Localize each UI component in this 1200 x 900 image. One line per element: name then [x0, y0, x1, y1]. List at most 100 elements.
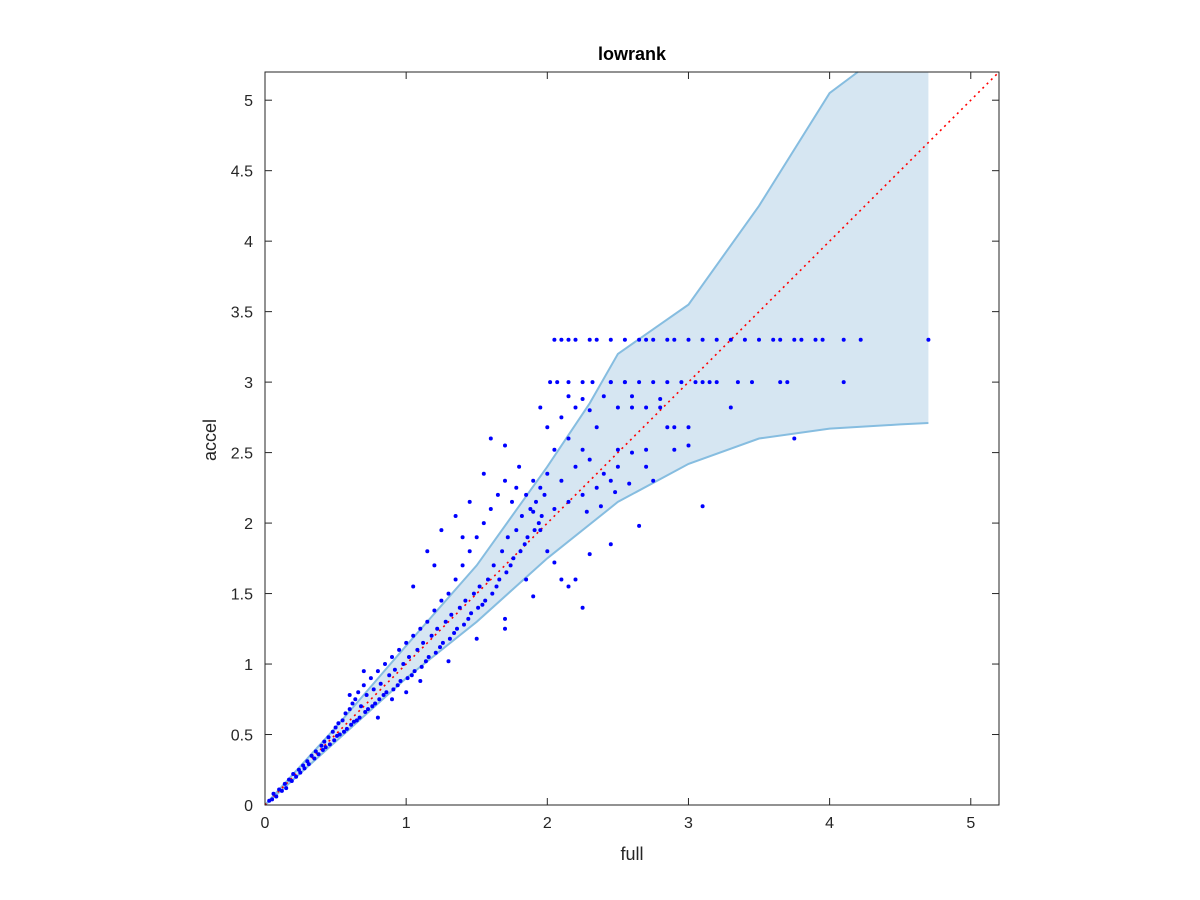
x-tick-label: 2	[543, 815, 552, 832]
data-point	[665, 425, 670, 430]
data-point	[359, 704, 363, 709]
data-point	[270, 797, 275, 802]
data-point	[457, 605, 462, 610]
data-point	[455, 626, 459, 631]
data-point	[608, 337, 613, 342]
data-point	[594, 425, 599, 430]
y-tick-label: 2	[244, 516, 253, 533]
data-point	[391, 687, 396, 692]
data-point	[644, 405, 649, 410]
data-point	[467, 499, 472, 504]
data-point	[524, 577, 529, 582]
x-tick-label: 4	[825, 815, 834, 832]
scatter-points	[267, 337, 931, 803]
data-point	[630, 394, 634, 399]
data-point	[637, 380, 642, 385]
data-point	[344, 726, 349, 731]
y-tick-label: 4	[244, 234, 253, 251]
data-point	[658, 405, 663, 410]
data-point	[354, 718, 359, 723]
data-point	[503, 478, 507, 483]
data-point	[651, 478, 656, 483]
data-point	[686, 425, 691, 430]
data-point	[778, 337, 783, 342]
data-point	[361, 683, 366, 688]
data-point	[412, 669, 417, 674]
data-point	[531, 478, 536, 483]
data-point	[425, 549, 430, 554]
data-point	[552, 447, 557, 452]
data-point	[608, 542, 613, 547]
data-point	[534, 499, 538, 504]
data-point	[353, 697, 358, 702]
data-point	[514, 528, 519, 533]
data-point	[555, 380, 560, 385]
y-tick-label: 1	[244, 657, 253, 674]
data-point	[510, 499, 514, 504]
data-point	[714, 380, 719, 385]
data-point	[326, 735, 331, 740]
data-point	[347, 693, 352, 697]
data-point	[449, 612, 454, 617]
data-point	[474, 636, 479, 641]
data-point	[573, 337, 578, 342]
data-point	[573, 577, 578, 582]
data-point	[320, 748, 325, 752]
data-point	[383, 662, 387, 666]
data-point	[707, 380, 712, 385]
data-point	[467, 549, 472, 554]
data-point	[438, 645, 442, 650]
x-axis-label: full	[620, 844, 643, 864]
data-point	[594, 485, 599, 490]
data-point	[284, 786, 289, 791]
data-point	[418, 626, 423, 631]
data-point	[497, 577, 502, 582]
x-tick-label: 5	[966, 815, 975, 832]
y-tick-label: 5	[244, 93, 253, 110]
data-point	[481, 471, 486, 476]
data-point	[309, 753, 314, 758]
data-point	[302, 766, 307, 771]
data-point	[477, 584, 482, 589]
data-point	[536, 521, 541, 526]
data-point	[580, 605, 585, 610]
data-point	[750, 380, 754, 385]
data-point	[491, 563, 496, 568]
data-point	[390, 697, 394, 702]
data-point	[792, 436, 797, 441]
data-point	[672, 425, 677, 430]
data-point	[500, 549, 505, 554]
data-point	[608, 380, 613, 385]
data-point	[587, 337, 592, 342]
x-tick-label: 0	[261, 815, 270, 832]
data-point	[651, 380, 656, 385]
data-point	[559, 337, 564, 342]
data-point	[488, 507, 493, 511]
data-point	[522, 542, 527, 547]
data-point	[337, 732, 342, 737]
band-lower-edge	[264, 422, 929, 806]
data-point	[439, 598, 444, 603]
data-point	[728, 405, 733, 410]
data-point	[392, 667, 397, 672]
data-point	[778, 380, 783, 385]
data-point	[401, 662, 406, 666]
tick-labels: 0 1 2 3 4 5 0 0.5 1 1.5 2 2.5 3 3.5 4 4.5 5	[231, 93, 976, 832]
y-tick-label: 3.5	[231, 305, 253, 322]
data-point	[518, 549, 523, 554]
data-point	[453, 514, 458, 518]
x-tick-label: 1	[402, 815, 411, 832]
reference-line-layer	[264, 71, 1000, 806]
data-point	[566, 584, 571, 589]
data-point	[580, 447, 585, 452]
data-point	[356, 690, 361, 695]
data-point	[637, 337, 642, 342]
data-point	[587, 457, 592, 462]
data-point	[757, 337, 761, 342]
data-point	[342, 729, 346, 734]
data-point	[395, 683, 400, 688]
data-point	[271, 791, 276, 796]
data-point	[319, 743, 324, 748]
data-point	[316, 752, 321, 757]
